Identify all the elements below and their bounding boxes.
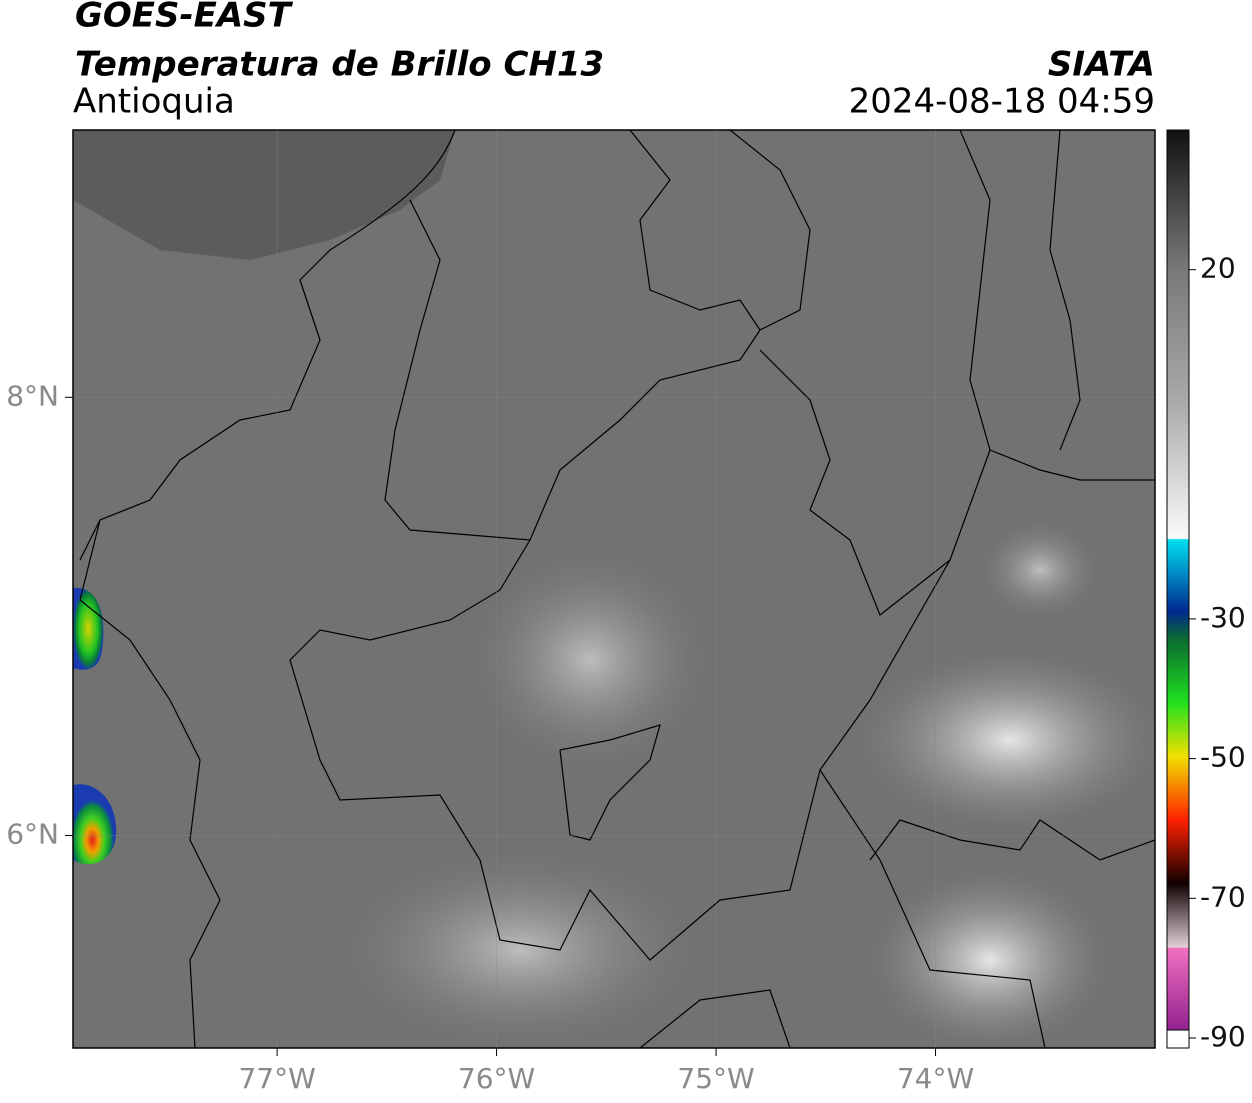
map xyxy=(73,130,1155,1048)
satellite: GOES-EAST xyxy=(75,0,294,36)
colorbar-tick-label: 20 xyxy=(1200,252,1236,285)
colorbar-tick-label: -90 xyxy=(1200,1020,1246,1053)
product: Temperatura de Brillo CH13 xyxy=(75,45,604,85)
colorbar-extension xyxy=(1166,1029,1190,1049)
lat-tick-label: 8°N xyxy=(6,379,59,412)
colorbar-frame xyxy=(1166,129,1190,1049)
lon-tick-label: 77°W xyxy=(238,1062,315,1095)
region: Antioquia xyxy=(73,82,235,122)
colorbar-tick-label: -70 xyxy=(1200,880,1246,913)
lat-tick-label: 6°N xyxy=(6,817,59,850)
lon-tick-label: 75°W xyxy=(677,1062,754,1095)
colorbar-tick-label: -50 xyxy=(1200,741,1246,774)
colorbar-tick-label: -30 xyxy=(1200,601,1246,634)
map-frame xyxy=(72,129,1156,1049)
datetime: 2024-08-18 04:59 xyxy=(849,82,1155,122)
agency: SIATA xyxy=(1048,45,1155,85)
lon-tick-label: 76°W xyxy=(458,1062,535,1095)
colorbar xyxy=(1167,130,1189,1038)
lon-tick-label: 74°W xyxy=(897,1062,974,1095)
